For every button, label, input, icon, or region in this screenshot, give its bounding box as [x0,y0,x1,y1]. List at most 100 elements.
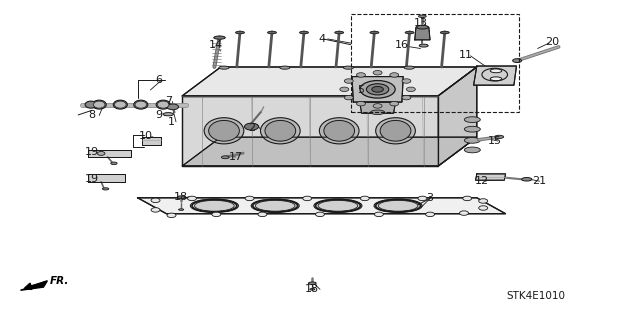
Circle shape [356,73,365,77]
Text: 17: 17 [228,152,243,162]
Polygon shape [88,174,125,182]
Ellipse shape [465,137,480,143]
Circle shape [402,95,411,100]
Ellipse shape [335,31,344,34]
Ellipse shape [374,199,422,212]
Circle shape [258,212,267,217]
Polygon shape [142,137,161,145]
Ellipse shape [93,101,105,108]
Ellipse shape [343,66,353,69]
Ellipse shape [372,86,383,92]
Text: 3: 3 [427,193,433,204]
Circle shape [356,101,365,106]
Text: 20: 20 [545,37,559,47]
Circle shape [151,208,160,212]
Ellipse shape [157,101,169,108]
Ellipse shape [135,101,147,108]
Circle shape [188,196,196,201]
Circle shape [402,79,411,83]
Ellipse shape [177,196,185,198]
Circle shape [460,211,468,215]
Circle shape [479,199,488,203]
Circle shape [245,196,254,201]
Polygon shape [360,102,396,113]
Circle shape [426,212,435,217]
Ellipse shape [204,118,244,144]
Ellipse shape [280,66,290,69]
Circle shape [390,101,399,106]
Polygon shape [182,137,477,166]
Circle shape [244,123,259,130]
Ellipse shape [513,59,522,63]
Circle shape [151,198,160,203]
Ellipse shape [417,25,428,29]
Circle shape [463,196,472,201]
Bar [351,14,519,112]
Ellipse shape [371,110,385,115]
Ellipse shape [490,69,502,73]
Polygon shape [20,281,47,290]
Circle shape [406,87,415,92]
Ellipse shape [314,199,362,212]
Ellipse shape [308,282,316,285]
Ellipse shape [495,135,504,138]
Text: 15: 15 [488,136,502,146]
Polygon shape [474,66,516,85]
Circle shape [344,95,353,100]
Polygon shape [438,67,477,166]
Ellipse shape [465,126,480,132]
Ellipse shape [465,147,480,153]
Ellipse shape [324,121,355,141]
Text: 10: 10 [139,131,153,141]
Ellipse shape [490,77,502,81]
Ellipse shape [440,31,449,34]
Text: 12: 12 [475,176,489,186]
Circle shape [390,73,399,77]
Ellipse shape [268,31,276,34]
Circle shape [344,79,353,83]
Ellipse shape [219,66,229,69]
Circle shape [167,213,176,218]
Ellipse shape [419,15,426,18]
Ellipse shape [300,31,308,34]
Ellipse shape [370,31,379,34]
Ellipse shape [360,81,396,98]
Ellipse shape [85,101,97,108]
Circle shape [418,196,427,201]
Polygon shape [88,150,131,157]
Circle shape [360,196,369,201]
Ellipse shape [191,199,239,212]
Ellipse shape [404,66,414,69]
Ellipse shape [522,177,532,181]
Circle shape [212,212,221,217]
Polygon shape [182,96,438,166]
Ellipse shape [318,200,358,211]
Circle shape [374,212,383,217]
Ellipse shape [378,200,418,211]
Ellipse shape [92,100,106,109]
Text: 19: 19 [84,174,99,184]
Ellipse shape [419,44,428,47]
Ellipse shape [265,121,296,141]
Text: 9: 9 [155,110,163,121]
Ellipse shape [214,36,225,39]
Ellipse shape [156,100,170,109]
Ellipse shape [260,118,300,144]
Ellipse shape [376,118,415,144]
Polygon shape [352,77,403,102]
Text: 18: 18 [305,284,319,294]
Polygon shape [415,27,430,40]
Ellipse shape [236,31,244,34]
Ellipse shape [113,100,127,109]
Text: STK4E1010: STK4E1010 [507,291,566,301]
Ellipse shape [251,199,300,212]
Text: 16: 16 [395,40,409,50]
Circle shape [167,104,179,110]
Ellipse shape [111,162,117,165]
Circle shape [373,70,382,75]
Ellipse shape [134,100,148,109]
Ellipse shape [102,188,109,190]
Ellipse shape [115,101,126,108]
Text: 18: 18 [174,192,188,202]
Text: 21: 21 [532,176,547,186]
